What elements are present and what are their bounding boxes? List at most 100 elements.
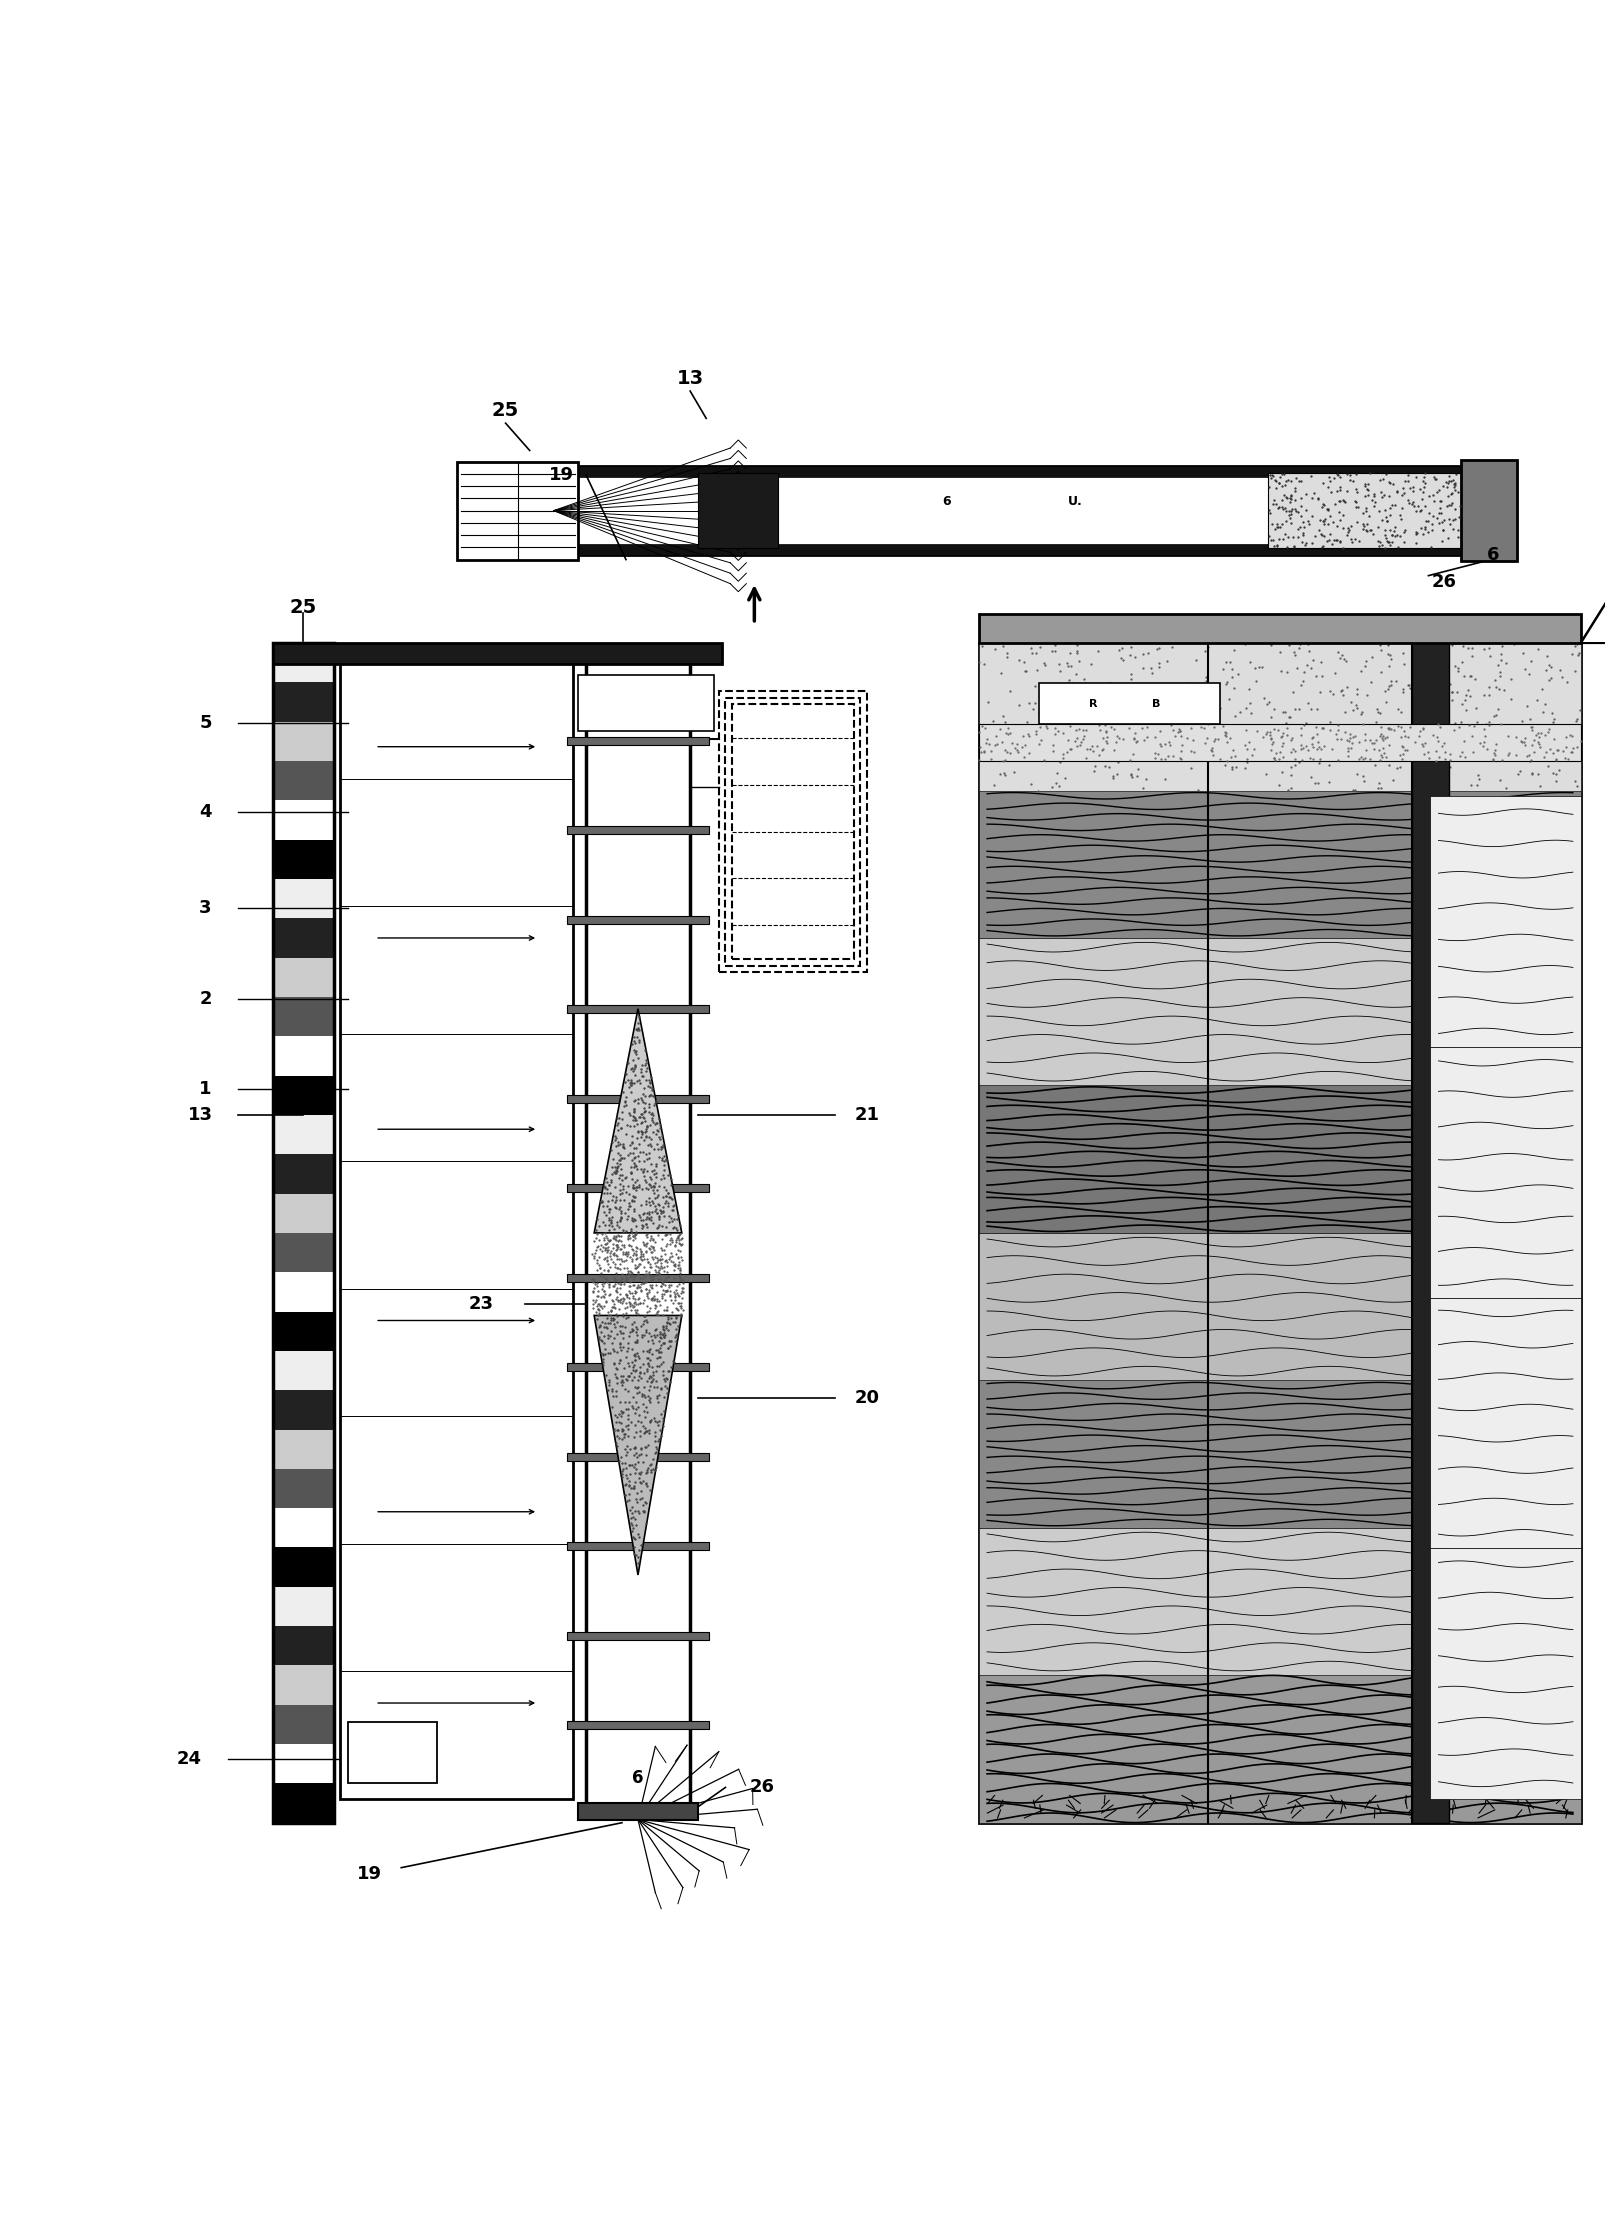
Bar	[979, 1528, 1581, 1676]
Bar	[273, 760, 334, 800]
Bar	[273, 1312, 334, 1350]
Bar	[273, 998, 334, 1035]
Bar	[1430, 1046, 1581, 1297]
Bar	[567, 1004, 709, 1013]
Text: 6: 6	[942, 494, 952, 508]
Bar	[273, 958, 334, 998]
Bar	[546, 543, 1509, 554]
Bar	[1040, 683, 1220, 725]
Text: R: R	[1090, 698, 1098, 709]
Bar	[273, 840, 334, 878]
Bar	[273, 1390, 334, 1430]
Bar	[979, 643, 1581, 791]
Bar	[273, 1665, 334, 1705]
Bar	[1268, 472, 1461, 548]
Text: 5: 5	[199, 714, 212, 732]
Text: 20: 20	[854, 1390, 880, 1408]
Text: 26: 26	[750, 1778, 775, 1796]
Text: B: B	[1152, 698, 1160, 709]
Bar	[567, 1095, 709, 1102]
Bar	[273, 1782, 334, 1822]
Bar	[1430, 796, 1581, 1046]
Bar	[979, 938, 1581, 1086]
Bar	[567, 736, 709, 745]
Bar	[567, 1452, 709, 1461]
Text: 3: 3	[199, 898, 212, 918]
Bar	[273, 1350, 334, 1390]
Bar	[273, 1193, 334, 1233]
Bar	[567, 1184, 709, 1193]
Bar	[546, 466, 1509, 554]
Bar	[567, 1632, 709, 1641]
Bar	[979, 643, 1581, 1822]
Bar	[273, 1587, 334, 1625]
Bar	[567, 1543, 709, 1550]
Text: 19: 19	[356, 1864, 382, 1882]
Text: 25: 25	[493, 401, 518, 419]
Bar	[273, 1075, 334, 1115]
Bar	[979, 1676, 1581, 1822]
Bar	[273, 1547, 334, 1587]
Bar	[567, 1363, 709, 1370]
Text: 26: 26	[1432, 572, 1457, 592]
Bar	[273, 723, 334, 760]
Text: 23: 23	[469, 1295, 494, 1312]
Bar	[979, 614, 1581, 643]
Bar	[578, 1802, 698, 1820]
Text: 1: 1	[199, 1080, 212, 1097]
Bar	[1430, 1297, 1581, 1547]
Bar	[1430, 1547, 1581, 1800]
Bar	[273, 800, 334, 840]
Text: 21: 21	[854, 1106, 880, 1124]
Polygon shape	[594, 1009, 682, 1233]
Bar	[732, 705, 854, 960]
Bar	[273, 643, 334, 683]
Polygon shape	[594, 1315, 682, 1574]
Polygon shape	[1581, 579, 1605, 643]
Bar	[979, 1381, 1581, 1528]
Bar	[273, 1115, 334, 1155]
Bar	[273, 1625, 334, 1665]
Bar	[698, 472, 778, 548]
Text: 4: 4	[199, 803, 212, 820]
Bar	[567, 1720, 709, 1729]
Bar	[546, 466, 1509, 477]
Bar	[273, 1273, 334, 1312]
Text: 6: 6	[1486, 545, 1499, 563]
Bar	[567, 916, 709, 924]
Text: U.: U.	[1067, 494, 1083, 508]
Text: 13: 13	[188, 1106, 213, 1124]
Bar	[273, 643, 334, 1822]
Text: 2: 2	[199, 991, 212, 1009]
Bar	[273, 918, 334, 958]
Bar	[979, 791, 1581, 938]
Bar	[457, 461, 578, 559]
Bar	[567, 827, 709, 834]
Text: 25: 25	[291, 599, 316, 616]
Bar	[1461, 461, 1517, 561]
Text: 13: 13	[677, 368, 703, 388]
Bar	[273, 1035, 334, 1075]
Bar	[979, 725, 1581, 760]
Bar	[979, 1086, 1581, 1233]
Text: 24: 24	[177, 1749, 202, 1767]
Bar	[273, 1430, 334, 1470]
Bar	[273, 1745, 334, 1782]
Bar	[273, 1705, 334, 1745]
Bar	[586, 652, 690, 1816]
Bar	[273, 643, 722, 663]
Bar	[273, 878, 334, 918]
Bar	[273, 1155, 334, 1193]
Bar	[1412, 643, 1449, 1822]
Text: 19: 19	[549, 466, 575, 483]
Bar	[578, 676, 714, 732]
Text: 6: 6	[632, 1769, 644, 1787]
Bar	[340, 652, 573, 1798]
Bar	[719, 692, 867, 971]
Bar	[273, 1508, 334, 1547]
Bar	[273, 1233, 334, 1273]
Bar	[567, 1273, 709, 1281]
Bar	[273, 1470, 334, 1508]
Bar	[725, 698, 860, 967]
Bar	[273, 683, 334, 723]
